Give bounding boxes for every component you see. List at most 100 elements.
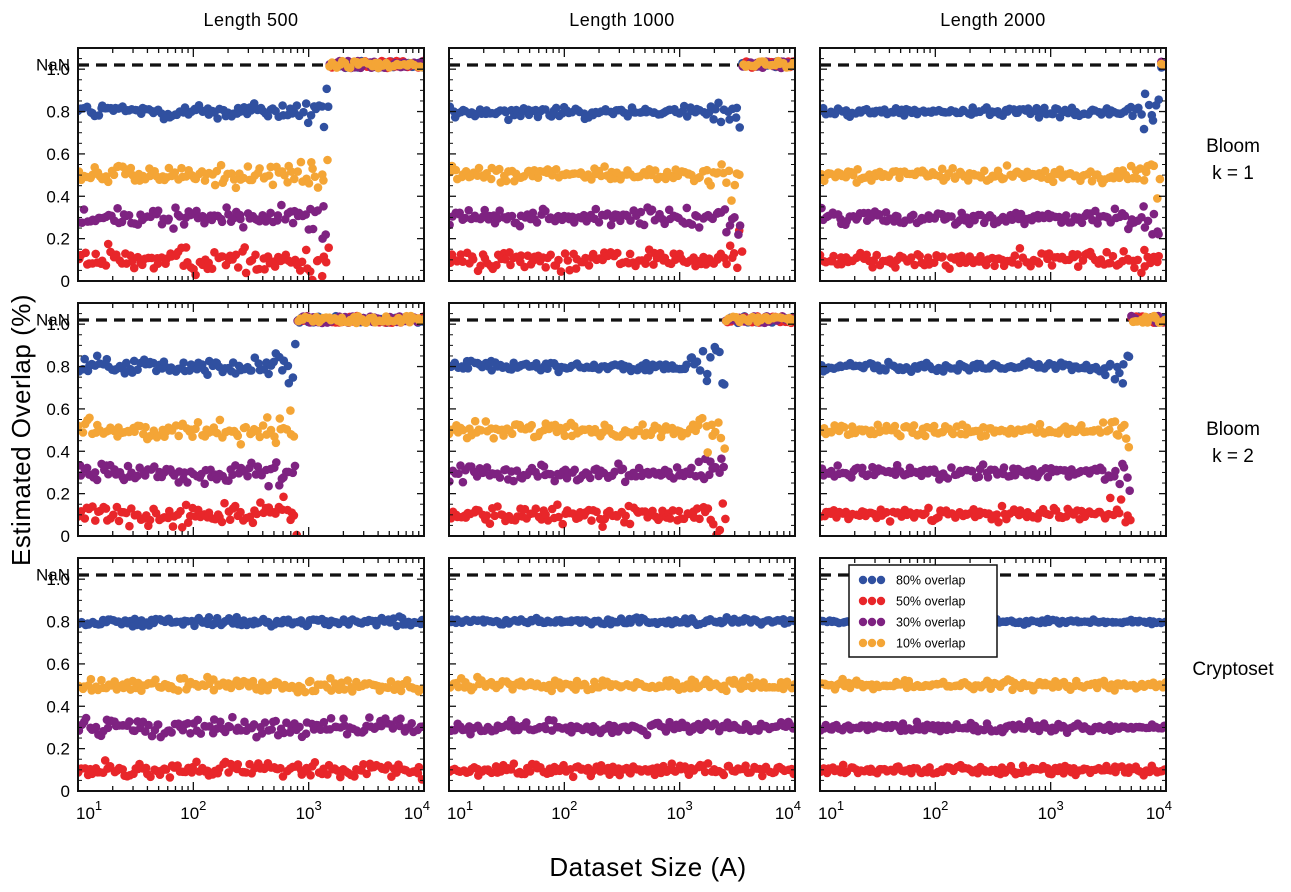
column-title: Length 2000 [940,10,1046,30]
point [997,501,1007,511]
point [365,713,374,722]
point [664,205,674,215]
y-tick-label: 0.4 [46,442,70,461]
point [731,113,741,122]
point [279,728,289,738]
point [129,263,139,273]
point [266,425,276,435]
point [127,504,136,513]
point [990,261,999,271]
point [290,174,299,184]
point [303,118,313,128]
point [231,183,241,193]
point [554,512,563,522]
point [277,200,286,210]
point [186,729,195,738]
point [711,720,720,729]
point [833,461,842,470]
point [319,717,329,727]
point [417,684,424,694]
point [650,166,660,175]
point [1013,260,1023,269]
point [293,167,303,176]
point [216,717,225,727]
point [205,722,214,731]
point [714,418,723,427]
point [703,504,713,513]
point [270,262,280,271]
point [1119,360,1128,369]
point [233,760,243,769]
point [1105,425,1114,435]
point [643,253,653,262]
point [706,457,715,467]
point [733,263,742,273]
point [255,432,265,442]
panel-frame [77,557,425,792]
point [504,115,513,125]
point [1115,479,1124,489]
point [359,760,368,769]
point [1048,177,1058,187]
point [292,530,301,536]
y-tick-label: 1.0 [46,60,70,79]
point [263,413,272,422]
point [255,164,264,173]
legend-entry: 30% overlap [896,616,966,630]
point [719,462,728,472]
point [1125,486,1134,496]
point [613,248,622,258]
point [525,767,535,776]
point [727,196,736,205]
point [283,361,293,371]
point [711,104,720,114]
point [240,717,249,727]
point [725,115,734,124]
point [563,256,573,265]
point [86,674,96,684]
point [621,511,630,521]
point [1110,686,1119,695]
point [481,417,491,426]
point [541,206,550,216]
nan-tick-label: NaN [36,311,70,330]
point [465,424,474,434]
y-tick-label: 0.6 [46,655,70,674]
point [417,775,424,784]
point [1140,89,1150,99]
point [268,180,278,190]
point [721,514,730,524]
legend-marker [858,575,868,585]
point [695,514,704,524]
panel-frame [819,47,1167,282]
point [321,257,331,267]
point [386,677,396,686]
point [665,514,675,523]
point [1028,465,1037,474]
point [228,470,237,480]
point [212,166,222,176]
point [289,432,299,441]
point [256,498,265,507]
x-tick-label: 103 [296,798,322,823]
point [718,499,728,508]
point [647,205,657,215]
y-axis-label: Estimated Overlap (%) [6,294,36,566]
point [177,523,187,532]
y-tick-label: 0.4 [46,187,70,206]
point [203,370,212,380]
point [324,243,334,252]
legend-marker [876,575,886,585]
point [317,271,327,281]
point [703,759,713,768]
point [745,673,754,682]
point [1144,100,1154,110]
point [231,250,241,260]
legend-marker [858,617,868,627]
point [882,508,891,517]
point [885,517,895,526]
point [1139,124,1149,134]
point [706,181,715,190]
point [717,454,726,464]
